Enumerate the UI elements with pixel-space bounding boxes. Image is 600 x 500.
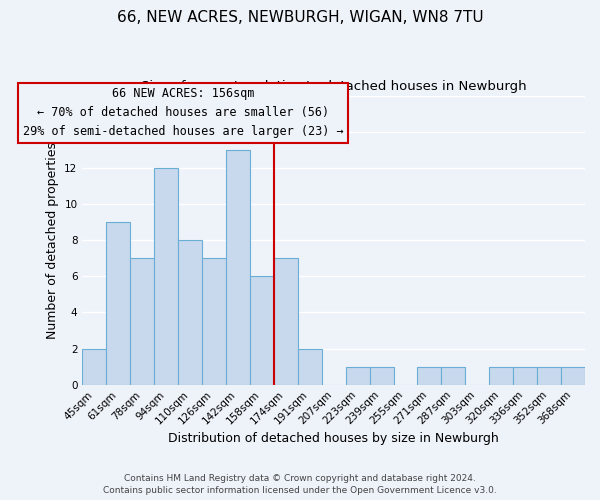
Bar [82, 348, 106, 384]
Bar [106, 222, 130, 384]
Text: 66 NEW ACRES: 156sqm
← 70% of detached houses are smaller (56)
29% of semi-detac: 66 NEW ACRES: 156sqm ← 70% of detached h… [23, 87, 343, 138]
Bar [489, 366, 513, 384]
X-axis label: Distribution of detached houses by size in Newburgh: Distribution of detached houses by size … [168, 432, 499, 445]
Bar [226, 150, 250, 384]
Bar [418, 366, 442, 384]
Bar [370, 366, 394, 384]
Y-axis label: Number of detached properties: Number of detached properties [46, 142, 59, 338]
Bar [346, 366, 370, 384]
Text: 66, NEW ACRES, NEWBURGH, WIGAN, WN8 7TU: 66, NEW ACRES, NEWBURGH, WIGAN, WN8 7TU [116, 10, 484, 25]
Bar [274, 258, 298, 384]
Bar [537, 366, 561, 384]
Bar [202, 258, 226, 384]
Bar [298, 348, 322, 384]
Bar [130, 258, 154, 384]
Bar [513, 366, 537, 384]
Bar [250, 276, 274, 384]
Bar [178, 240, 202, 384]
Bar [561, 366, 585, 384]
Title: Size of property relative to detached houses in Newburgh: Size of property relative to detached ho… [141, 80, 526, 93]
Text: Contains HM Land Registry data © Crown copyright and database right 2024.
Contai: Contains HM Land Registry data © Crown c… [103, 474, 497, 495]
Bar [154, 168, 178, 384]
Bar [442, 366, 466, 384]
